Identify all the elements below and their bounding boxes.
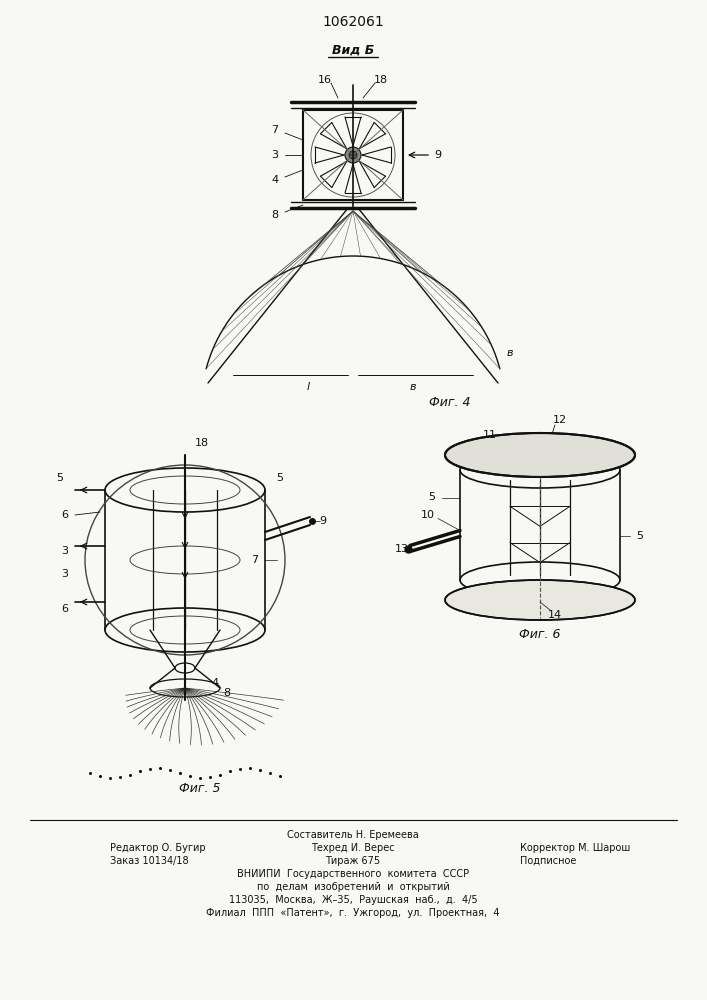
Text: 11: 11 (483, 430, 497, 440)
Text: Фиг. 5: Фиг. 5 (180, 782, 221, 794)
Text: Заказ 10134/18: Заказ 10134/18 (110, 856, 189, 866)
Text: 16: 16 (318, 75, 332, 85)
Text: 18: 18 (374, 75, 388, 85)
Text: Филиал  ППП  «Патент»,  г.  Ужгород,  ул.  Проектная,  4: Филиал ППП «Патент», г. Ужгород, ул. Про… (206, 908, 500, 918)
Text: 6: 6 (62, 604, 69, 614)
Ellipse shape (345, 147, 361, 163)
Text: 3: 3 (62, 569, 69, 579)
Text: 5: 5 (636, 531, 643, 541)
Text: 4: 4 (271, 175, 279, 185)
Text: 5: 5 (57, 473, 64, 483)
Text: 3: 3 (271, 150, 279, 160)
Ellipse shape (349, 151, 357, 159)
Text: l: l (306, 382, 310, 392)
Text: 113035,  Москва,  Ж–35,  Раушская  наб.,  д.  4/5: 113035, Москва, Ж–35, Раушская наб., д. … (228, 895, 477, 905)
Bar (303, 110, 403, 200)
Text: Техред И. Верес: Техред И. Верес (311, 843, 395, 853)
Text: 10: 10 (421, 510, 435, 520)
Text: Корректор М. Шарош: Корректор М. Шарош (520, 843, 630, 853)
Text: 8: 8 (223, 688, 230, 698)
Text: в: в (410, 382, 416, 392)
Text: 5: 5 (428, 492, 436, 502)
Text: 1062061: 1062061 (322, 15, 384, 29)
Text: 18: 18 (195, 438, 209, 448)
Ellipse shape (445, 580, 635, 620)
Text: Редактор О. Бугир: Редактор О. Бугир (110, 843, 206, 853)
Ellipse shape (445, 433, 635, 477)
Text: 14: 14 (548, 610, 562, 620)
Text: 6: 6 (62, 510, 69, 520)
Text: 13: 13 (395, 544, 409, 554)
Text: 9: 9 (434, 150, 442, 160)
Text: 12: 12 (553, 415, 567, 425)
Text: по  делам  изобретений  и  открытий: по делам изобретений и открытий (257, 882, 450, 892)
Text: Вид Б: Вид Б (332, 43, 374, 56)
Text: Фиг. 4: Фиг. 4 (429, 396, 471, 410)
Text: 8: 8 (271, 210, 279, 220)
Text: Фиг. 6: Фиг. 6 (519, 629, 561, 642)
Text: Подписное: Подписное (520, 856, 576, 866)
Text: Тираж 675: Тираж 675 (325, 856, 380, 866)
Text: 3: 3 (62, 546, 69, 556)
Ellipse shape (530, 440, 550, 450)
Text: 7: 7 (271, 125, 279, 135)
Text: в: в (507, 348, 513, 358)
Text: ВНИИПИ  Государственного  комитета  СССР: ВНИИПИ Государственного комитета СССР (237, 869, 469, 879)
Text: 4: 4 (211, 678, 218, 688)
Text: Составитель Н. Еремеева: Составитель Н. Еремеева (287, 830, 419, 840)
Text: 5: 5 (276, 473, 284, 483)
Text: 7: 7 (252, 555, 259, 565)
Text: 9: 9 (320, 516, 327, 526)
